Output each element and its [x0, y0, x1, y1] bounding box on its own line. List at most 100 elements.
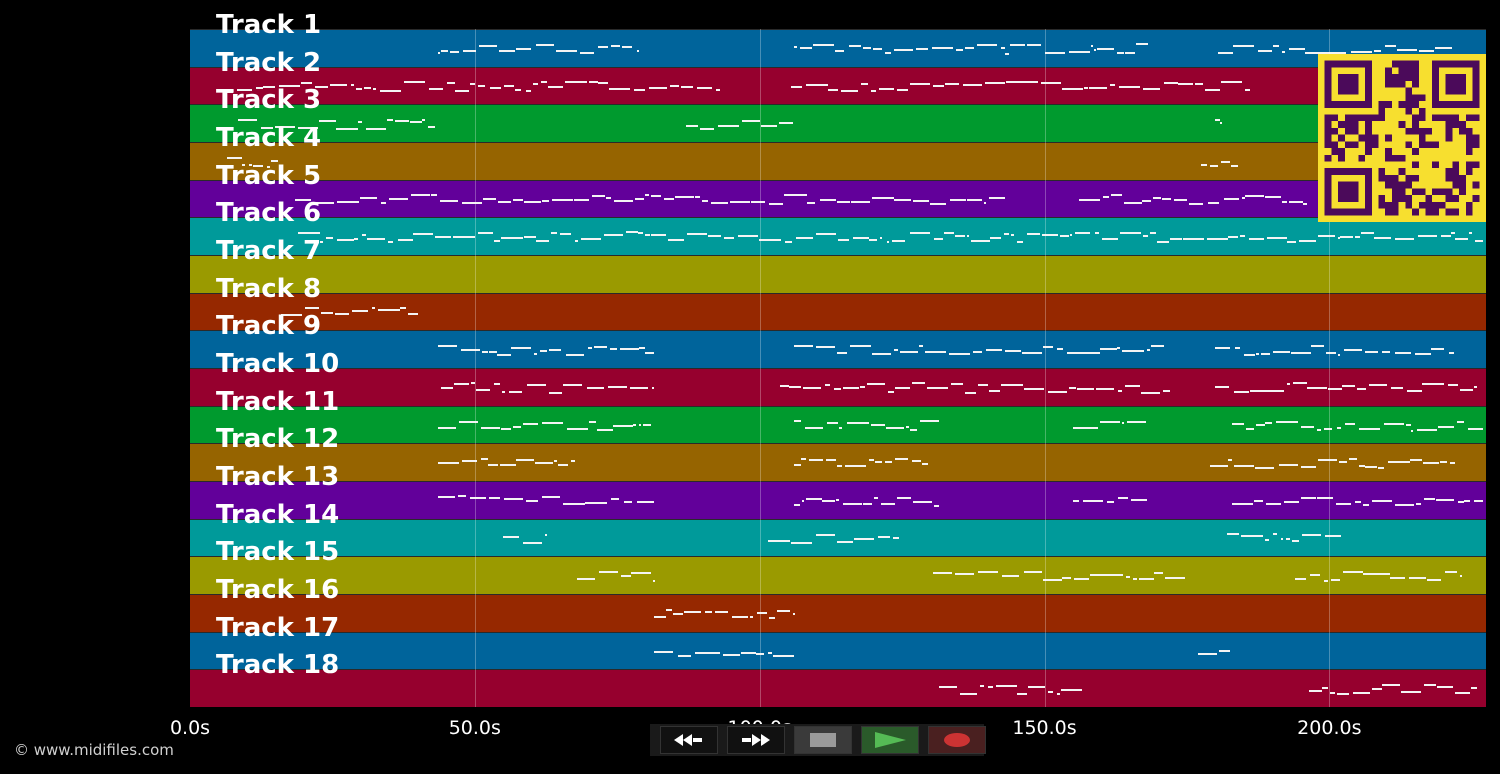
midi-note: [893, 349, 899, 352]
midi-note: [1241, 535, 1263, 538]
midi-note: [672, 612, 683, 615]
midi-note: [1298, 239, 1316, 242]
midi-note: [888, 391, 894, 394]
midi-note: [1226, 533, 1240, 536]
midi-note: [949, 199, 966, 202]
time-tick-label: 0.0s: [169, 717, 211, 739]
midi-note: [1423, 462, 1439, 465]
midi-note: [1344, 422, 1356, 425]
midi-note: [534, 461, 554, 464]
midi-note: [742, 120, 761, 123]
midi-note: [471, 382, 476, 385]
midi-note: [512, 426, 521, 429]
midi-note: [918, 345, 923, 348]
track-label: Track 17: [216, 612, 340, 643]
midi-note: [1096, 387, 1114, 390]
time-gridline: [474, 29, 476, 707]
midi-note: [1327, 388, 1342, 391]
time-gridline: [1044, 29, 1046, 707]
midi-note: [885, 461, 892, 464]
midi-note: [843, 503, 862, 506]
track-lane: [190, 518, 1486, 557]
midi-note: [873, 497, 878, 500]
midi-note: [335, 313, 350, 316]
midi-note: [619, 347, 639, 350]
midi-note: [915, 48, 929, 51]
track-lane: [190, 255, 1486, 293]
midi-note: [1120, 231, 1142, 234]
midi-note: [1094, 232, 1099, 235]
midi-note: [1084, 352, 1100, 355]
rewind-button[interactable]: [660, 726, 718, 754]
midi-note: [320, 241, 324, 244]
midi-note: [1188, 202, 1204, 205]
midi-note: [1233, 390, 1250, 393]
midi-note: [1107, 501, 1115, 504]
midi-note: [330, 84, 348, 87]
midi-note: [1301, 534, 1321, 537]
midi-note: [828, 89, 838, 92]
midi-note: [749, 616, 754, 619]
midi-note: [525, 89, 532, 92]
midi-note: [879, 87, 895, 90]
midi-note: [677, 655, 691, 658]
midi-note: [1056, 347, 1064, 350]
midi-note: [965, 391, 977, 394]
midi-note: [791, 85, 802, 88]
midi-note: [1233, 44, 1254, 47]
midi-note: [791, 541, 813, 544]
midi-note: [1152, 196, 1162, 199]
midi-note: [571, 460, 575, 462]
midi-note: [973, 351, 983, 354]
midi-note: [1458, 500, 1464, 503]
midi-note: [304, 307, 320, 310]
midi-note: [1089, 574, 1101, 577]
midi-note: [1287, 383, 1291, 386]
midi-note: [1457, 420, 1464, 423]
midi-note: [488, 350, 497, 353]
midi-note: [862, 46, 871, 49]
midi-note: [470, 82, 476, 85]
track-label: Track 13: [216, 462, 340, 493]
midi-note: [971, 239, 990, 242]
midi-note: [808, 459, 823, 462]
midi-note: [896, 89, 908, 92]
midi-note: [1454, 238, 1469, 241]
midi-note: [884, 52, 892, 55]
fast-forward-button[interactable]: [727, 726, 785, 754]
stop-button[interactable]: [794, 726, 852, 754]
midi-note: [989, 237, 1001, 240]
midi-note: [1207, 202, 1220, 204]
midi-note: [453, 382, 470, 385]
midi-note: [779, 122, 793, 125]
midi-note: [1135, 43, 1148, 46]
midi-note: [654, 650, 674, 653]
play-button[interactable]: [861, 726, 919, 754]
midi-note: [1358, 464, 1365, 467]
midi-note: [1083, 86, 1089, 89]
midi-note: [481, 457, 488, 460]
midi-note: [877, 535, 891, 538]
track-lane: [190, 443, 1486, 482]
record-button[interactable]: [928, 726, 986, 754]
midi-note: [1356, 387, 1367, 390]
midi-note: [871, 423, 885, 426]
midi-note: [819, 199, 837, 202]
midi-note: [1406, 390, 1422, 393]
record-icon: [944, 733, 970, 747]
midi-note: [1423, 498, 1436, 501]
midi-note: [1206, 238, 1228, 241]
midi-note: [1282, 201, 1288, 204]
midi-note: [805, 426, 824, 429]
midi-note: [696, 86, 713, 89]
midi-note: [1410, 429, 1414, 432]
midi-note: [367, 238, 386, 241]
midi-note: [1156, 241, 1170, 244]
midi-note: [1303, 202, 1307, 205]
midi-note: [503, 536, 520, 539]
midi-note: [1163, 81, 1178, 84]
midi-note: [565, 353, 585, 356]
midi-note: [665, 608, 672, 611]
midi-note: [437, 52, 441, 55]
midi-note: [715, 89, 720, 92]
